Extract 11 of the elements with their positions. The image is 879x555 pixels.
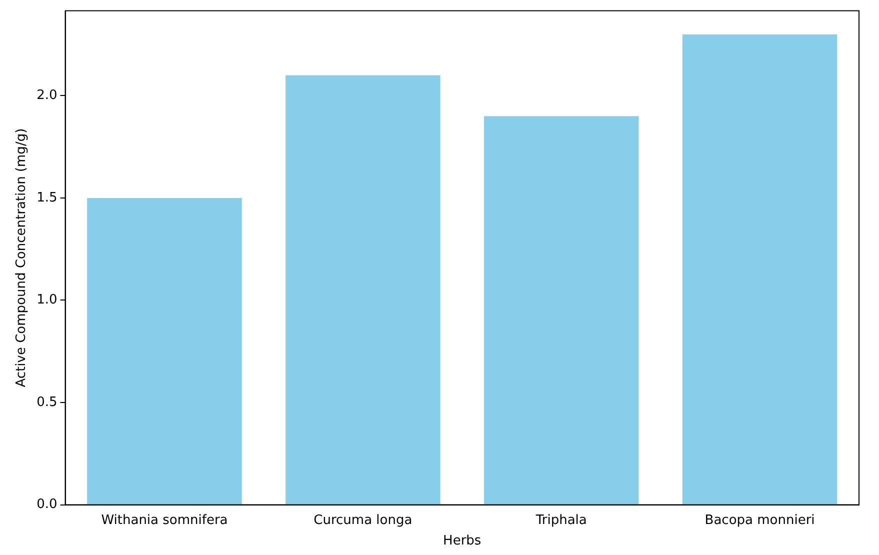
y-tick-label: 1.5 [36, 190, 58, 206]
y-axis-title: Active Compound Concentration (mg/g) [14, 128, 30, 388]
x-tick-label: Bacopa monnieri [704, 512, 815, 528]
y-tick-label: 0.0 [36, 497, 58, 512]
x-tick-label: Withania somnifera [101, 512, 228, 528]
y-tick-label: 1.0 [36, 292, 58, 308]
y-tick-label: 0.5 [36, 394, 58, 410]
x-tick-label: Curcuma longa [314, 512, 412, 528]
x-tick-label: Triphala [534, 512, 587, 528]
x-axis-title: Herbs [443, 534, 482, 549]
y-tick-label: 2.0 [36, 88, 58, 104]
